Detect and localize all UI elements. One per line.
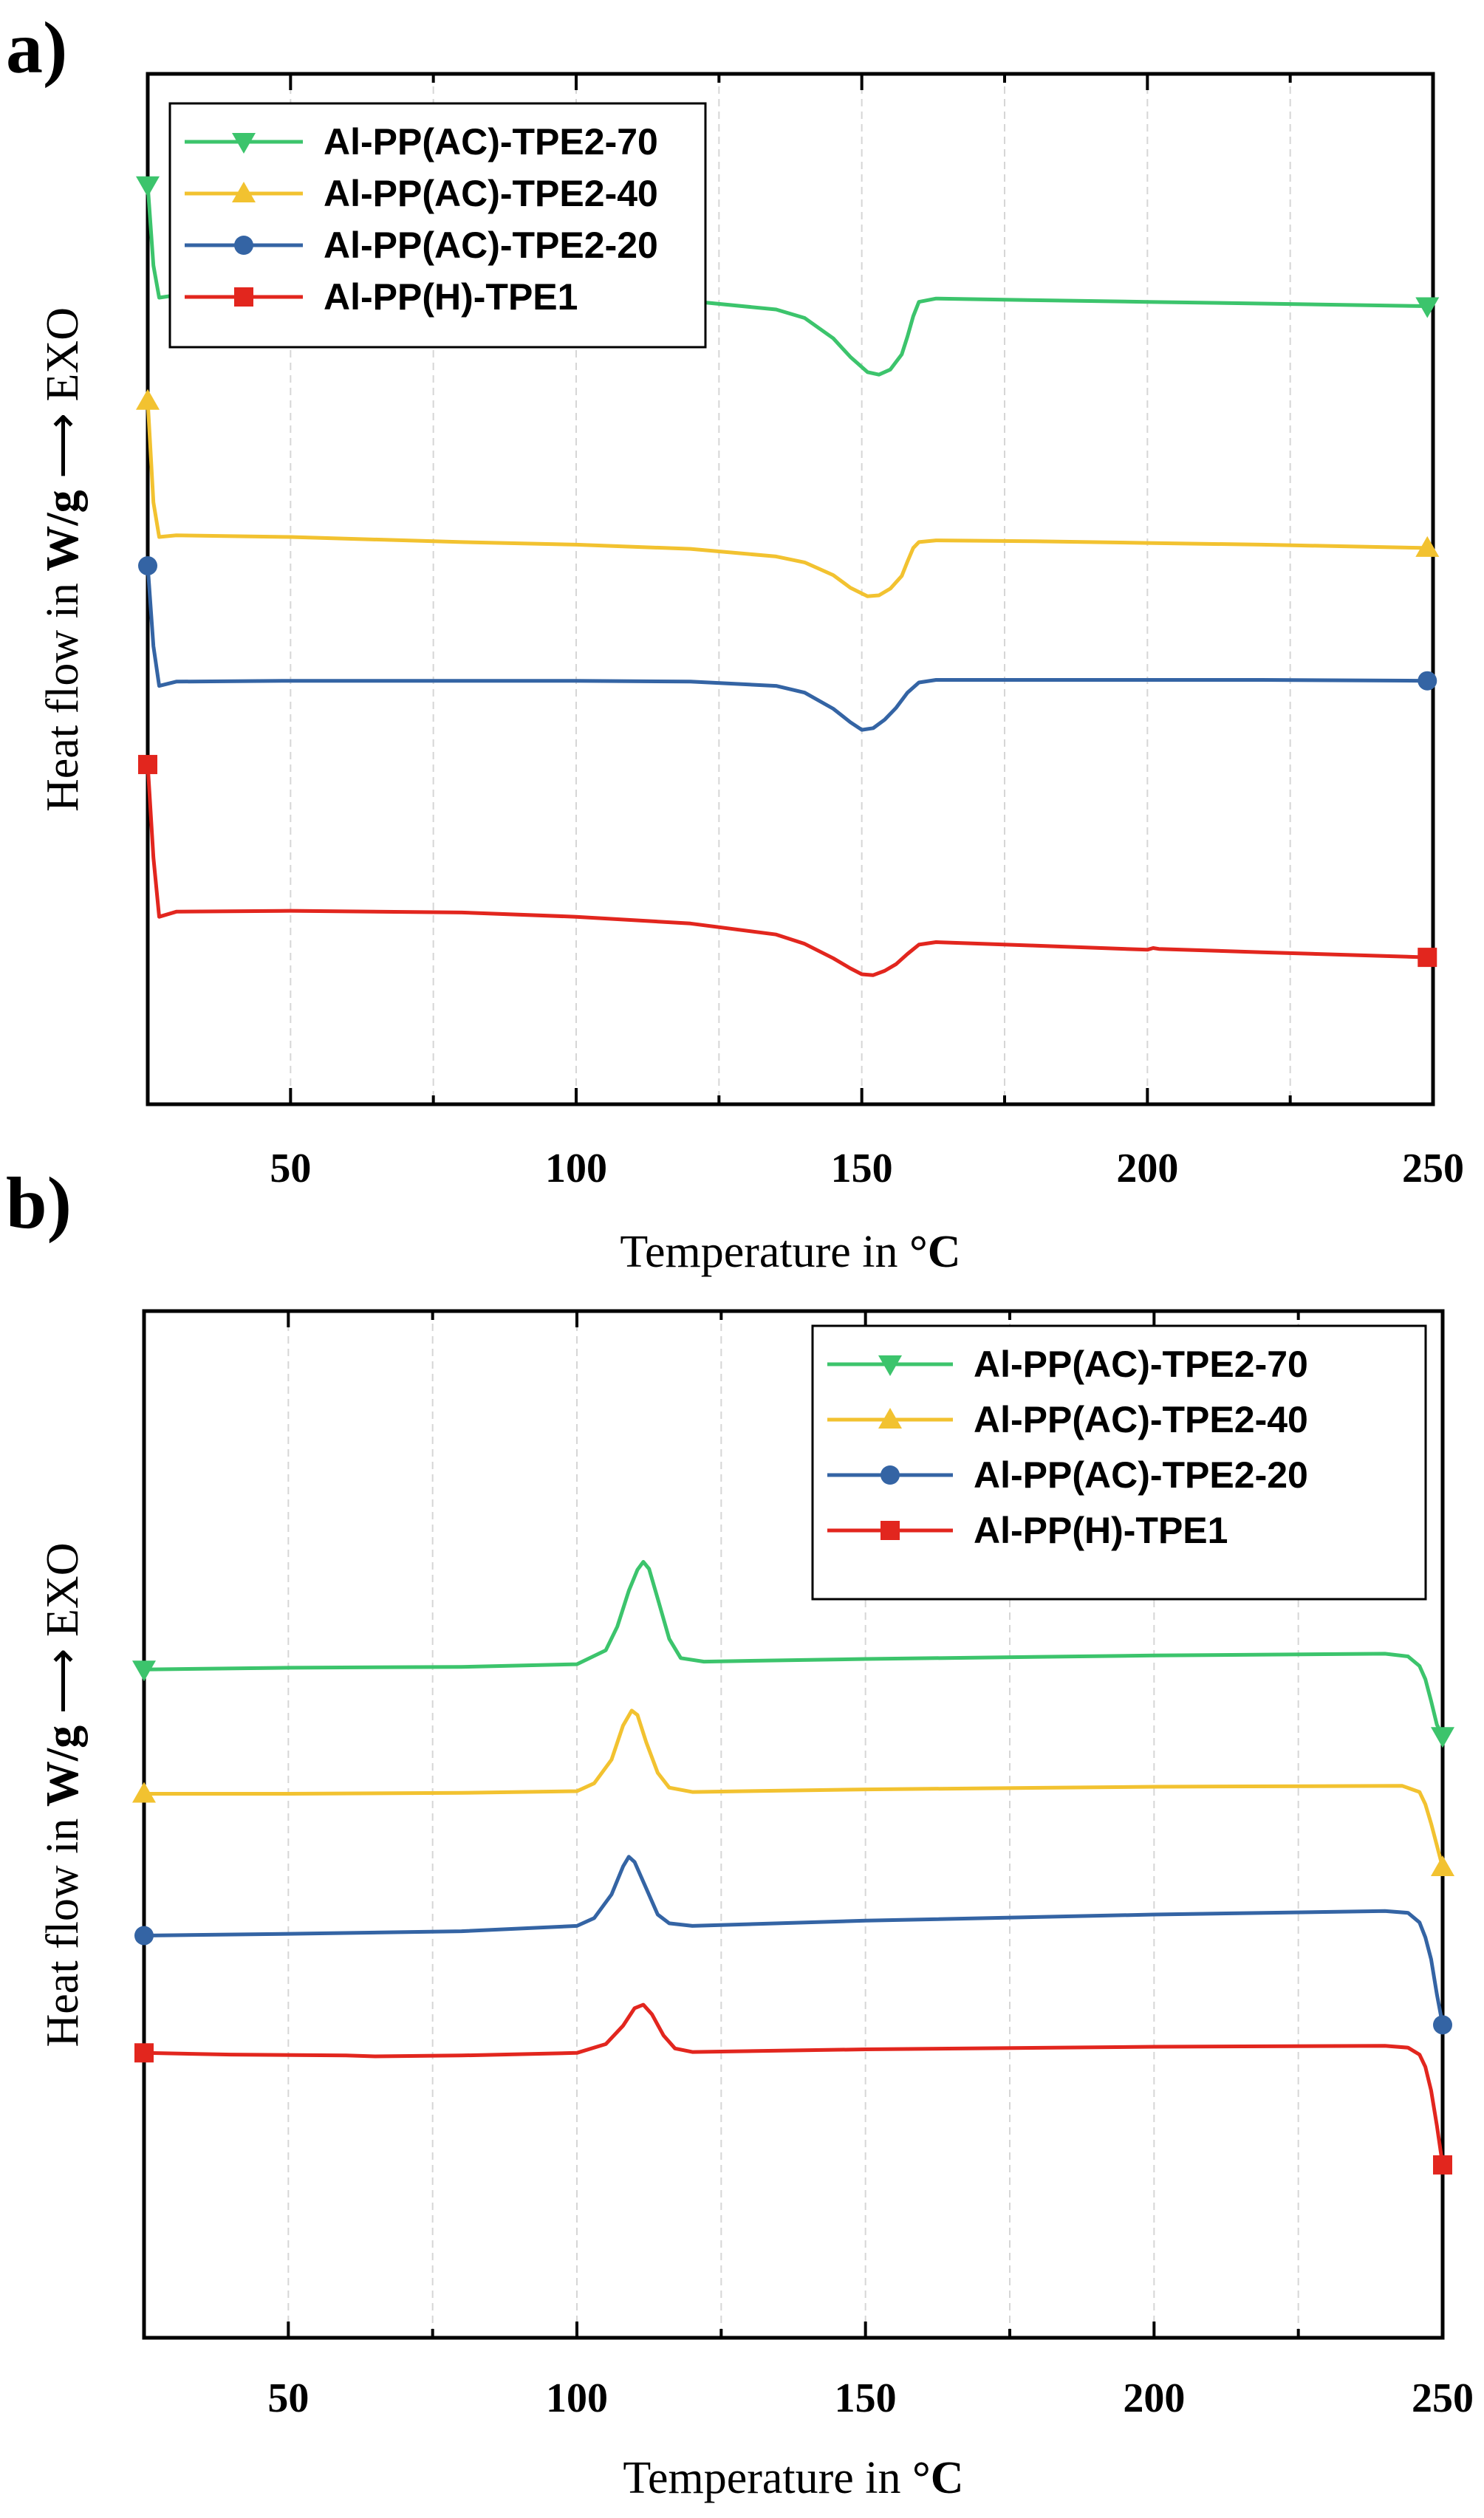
x-axis-title: Temperature in °C [620, 1227, 960, 1277]
x-axis-title-unit: °C [912, 2453, 964, 2503]
x-tick-label: 100 [545, 1146, 607, 1191]
data-point-marker [1431, 1855, 1454, 1877]
legend-entry-label: Al-PP(AC)-TPE2-20 [974, 1454, 1308, 1496]
series-line [142, 1708, 1445, 1869]
x-axis-title-unit: °C [909, 1227, 961, 1277]
x-tick-label: 50 [270, 1146, 311, 1191]
legend-entry-label: Al-PP(AC)-TPE2-70 [974, 1344, 1308, 1385]
data-point-marker [138, 755, 157, 775]
data-point-marker [134, 2043, 154, 2063]
series-0 [132, 1560, 1454, 1748]
data-point-marker [1415, 536, 1440, 557]
x-axis-title-text: Temperature in [623, 2453, 912, 2503]
legend-box [168, 102, 707, 349]
x-tick-label: 100 [546, 2375, 608, 2421]
series-line [142, 1855, 1445, 2027]
data-point-marker [134, 1926, 154, 1946]
x-tick-label: 150 [835, 2375, 897, 2421]
legend-box [811, 1324, 1427, 1601]
series-line [146, 399, 1429, 598]
legend-marker [878, 1408, 902, 1429]
series-1 [136, 389, 1440, 598]
y-axis-title-text: Heat flow in [38, 572, 88, 812]
legend-entry-label: Al-PP(AC)-TPE2-40 [974, 1399, 1308, 1440]
grid [287, 1311, 1299, 2338]
data-point-marker [132, 1660, 156, 1682]
data-point-marker [132, 1782, 156, 1803]
legend-marker [234, 236, 253, 255]
legend-entry-label: Al-PP(H)-TPE1 [974, 1510, 1228, 1551]
x-tick-label: 250 [1412, 2375, 1474, 2421]
x-tick-label: 200 [1123, 2375, 1185, 2421]
series-2 [134, 1855, 1452, 2035]
data-point-marker [1418, 671, 1437, 691]
plot-frame [142, 1309, 1445, 2340]
x-axis-title-text: Temperature in [620, 1227, 909, 1277]
series-line [146, 762, 1429, 977]
y-axis-title-unit: W/g [38, 1714, 88, 1807]
data-point-marker [138, 555, 157, 575]
y-axis-title: Heat flow in W/g ⟶ EXO [38, 307, 88, 812]
legend-marker [881, 1521, 900, 1540]
data-point-marker [1431, 1727, 1454, 1748]
x-axis: 50 100 150 200 250 [146, 74, 1464, 1191]
chart-panel-a: a) 50 100 150 200 250 Temperature in °C Heat fl… [6, 7, 1464, 1277]
series-1 [132, 1708, 1454, 1877]
grid [290, 74, 1291, 1104]
series-3 [134, 2002, 1452, 2175]
y-axis-title-exo: EXO [38, 307, 88, 401]
legend-marker [878, 1355, 902, 1376]
data-point-marker [136, 389, 160, 410]
chart-panel-b: b) 50 100 150 200 250 Temperature in °C Heat fl… [6, 1162, 1474, 2503]
series-line [142, 1560, 1445, 1738]
series-line [146, 564, 1429, 732]
y-axis-title-exo: EXO [38, 1543, 88, 1637]
x-tick-label: 50 [267, 2375, 309, 2421]
data-point-marker [1415, 297, 1440, 318]
y-axis-title-arrow: ⟶ [38, 401, 88, 478]
data-point-marker [136, 176, 160, 197]
legend-marker [234, 287, 253, 307]
panel-label: b) [6, 1162, 72, 1244]
y-axis-title-arrow: ⟶ [38, 1637, 88, 1714]
series-line [142, 2002, 1445, 2167]
legend-entry-label: Al-PP(AC)-TPE2-20 [324, 225, 658, 266]
x-axis-title: Temperature in °C [623, 2453, 963, 2503]
y-axis-title-unit: W/g [38, 479, 88, 572]
legend-marker [881, 1465, 900, 1485]
data-point-marker [1433, 2015, 1452, 2035]
legend: Al-PP(AC)-TPE2-70 Al-PP(AC)-TPE2-40 Al-PP(… [168, 102, 707, 349]
panel-label: a) [6, 7, 67, 89]
data-point-marker [1418, 948, 1437, 968]
y-axis-title: Heat flow in W/g ⟶ EXO [38, 1543, 88, 2047]
legend: Al-PP(AC)-TPE2-70 Al-PP(AC)-TPE2-40 Al-PP(… [811, 1324, 1427, 1601]
x-tick-label: 250 [1402, 1146, 1464, 1191]
legend-marker [232, 133, 256, 154]
data-point-marker [1433, 2155, 1452, 2175]
legend-entry-label: Al-PP(AC)-TPE2-40 [324, 173, 658, 214]
x-tick-label: 200 [1116, 1146, 1178, 1191]
x-tick-label: 150 [831, 1146, 893, 1191]
legend-entry-label: Al-PP(H)-TPE1 [324, 276, 578, 318]
series-2 [138, 555, 1437, 732]
legend-marker [232, 182, 256, 202]
legend-entry-label: Al-PP(AC)-TPE2-70 [324, 121, 658, 162]
x-axis: 50 100 150 200 250 [143, 1311, 1474, 2421]
y-axis-title-text: Heat flow in [38, 1807, 88, 2047]
series-3 [138, 755, 1437, 977]
